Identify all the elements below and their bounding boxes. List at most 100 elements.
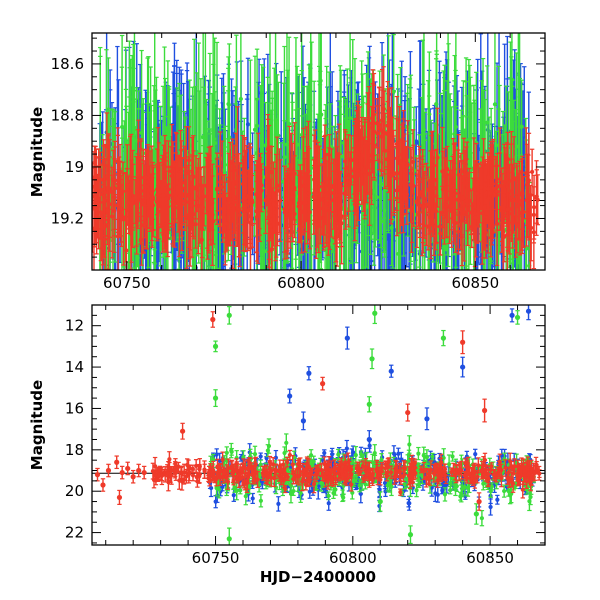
top-red-point <box>501 211 507 263</box>
bottom-red-point <box>519 457 524 476</box>
top-red-point <box>160 164 166 227</box>
bottom-red-point <box>442 463 447 479</box>
bottom-red-early-point <box>100 478 106 492</box>
top-red-point <box>327 134 332 238</box>
top-y-tick-label: 19.2 <box>51 209 84 227</box>
top-y-tick-label: 18.8 <box>51 106 84 124</box>
bottom-green-outlier <box>473 503 479 525</box>
bottom-green-outlier <box>372 305 378 325</box>
top-panel-frame <box>91 32 546 271</box>
bottom-y-tick-label: 14 <box>65 358 84 376</box>
bottom-red-point <box>298 457 303 476</box>
top-red-point <box>189 180 194 231</box>
bottom-red-point <box>217 462 223 480</box>
bottom-red-point <box>237 463 243 478</box>
top-red-point <box>287 163 293 243</box>
bottom-red-early-point <box>114 455 120 470</box>
bottom-y-tick-label: 16 <box>65 399 84 417</box>
top-panel-axes: 60750 60800 60850 18.6 18.8 19 19.2 <box>51 33 546 292</box>
bottom-red-point <box>472 471 478 489</box>
bottom-green-point <box>284 433 289 453</box>
top-green-point <box>212 37 217 249</box>
bottom-red-point <box>355 461 360 474</box>
top-red-point <box>180 166 185 226</box>
top-red-point <box>237 162 242 258</box>
top-panel: 60750 60800 60850 18.6 18.8 19 19.2 Magnitude <box>28 32 546 292</box>
top-red-point <box>386 149 391 194</box>
top-red-point <box>175 154 181 220</box>
top-x-tick-label: 60800 <box>277 274 325 292</box>
bottom-red-point <box>190 464 196 474</box>
bottom-red-point <box>512 458 517 475</box>
top-red-point <box>221 190 226 239</box>
bottom-blue-outlier <box>388 364 394 378</box>
bottom-red-outlier <box>460 330 466 355</box>
top-panel-data <box>92 33 545 270</box>
bottom-green-outlier <box>377 491 383 512</box>
bottom-y-axis-title: Magnitude <box>28 380 46 470</box>
bottom-red-point <box>197 468 202 484</box>
bottom-red-point <box>173 461 178 477</box>
bottom-red-point <box>291 473 296 485</box>
top-red-point <box>516 173 521 239</box>
top-red-point <box>125 144 130 226</box>
bottom-green-outlier <box>407 525 414 545</box>
bottom-green-point <box>479 510 485 527</box>
top-red-point <box>317 145 322 228</box>
bottom-red-point <box>278 463 284 479</box>
top-red-point <box>364 139 369 204</box>
bottom-y-tick-label: 12 <box>65 317 84 335</box>
bottom-green-point <box>258 494 264 508</box>
bottom-red-early-point <box>105 463 112 478</box>
top-red-point <box>382 112 388 190</box>
bottom-green-outlier <box>212 340 219 353</box>
bottom-blue-point <box>250 492 255 504</box>
top-red-point <box>395 147 400 200</box>
top-red-point <box>170 176 175 228</box>
top-red-point <box>136 119 141 222</box>
top-x-tick-label: 60750 <box>103 274 151 292</box>
top-red-point <box>184 126 189 221</box>
bottom-red-point <box>165 469 171 478</box>
top-red-point <box>488 184 494 258</box>
bottom-plot-area <box>92 305 545 545</box>
top-red-point <box>231 170 236 234</box>
top-red-point <box>529 148 535 196</box>
top-red-point <box>421 177 427 236</box>
top-red-point <box>257 159 262 230</box>
bottom-blue-outlier <box>366 430 372 449</box>
top-red-point <box>259 163 264 208</box>
bottom-red-point <box>459 460 464 480</box>
bottom-green-point <box>353 446 359 465</box>
bottom-red-point <box>419 465 424 474</box>
top-red-point <box>458 168 463 251</box>
bottom-blue-outlier <box>287 388 293 404</box>
top-red-point <box>111 149 116 211</box>
top-red-point <box>342 167 347 220</box>
bottom-red-point <box>308 468 314 481</box>
bottom-panel-data <box>92 305 545 545</box>
bottom-red-point <box>285 456 290 468</box>
bottom-red-outlier <box>320 376 326 391</box>
bottom-red-early-point <box>136 463 142 478</box>
top-red-point <box>284 172 289 219</box>
top-red-point <box>453 142 458 245</box>
bottom-red-point <box>361 474 366 483</box>
top-red-point <box>448 160 453 212</box>
bottom-red-point <box>465 460 470 477</box>
top-red-point <box>461 174 466 222</box>
bottom-red-point <box>221 468 227 478</box>
top-red-point <box>214 152 220 225</box>
bottom-red-early-point <box>141 465 147 480</box>
top-red-point <box>301 136 306 236</box>
bottom-red-point <box>393 470 399 483</box>
bottom-green-outlier <box>212 389 219 408</box>
bottom-red-point <box>207 470 212 487</box>
top-red-point <box>224 197 230 251</box>
bottom-red-point <box>285 472 290 481</box>
bottom-green-point <box>430 452 435 461</box>
bottom-red-point <box>322 472 328 483</box>
top-red-point <box>138 140 144 242</box>
top-red-point <box>397 139 403 234</box>
x-axis-title: HJD−2400000 <box>260 568 376 586</box>
